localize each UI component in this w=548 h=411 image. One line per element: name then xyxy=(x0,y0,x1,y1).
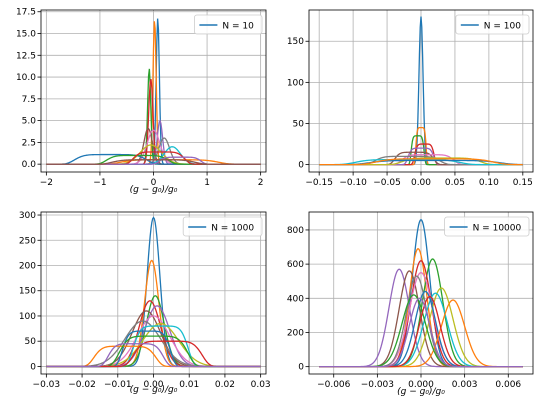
y-tick-label: 200 xyxy=(19,261,36,271)
y-tick-label: 12.5 xyxy=(16,51,36,61)
y-tick-label: 15.0 xyxy=(16,30,36,40)
x-tick-label: 0.01 xyxy=(179,380,199,390)
curves xyxy=(319,16,523,166)
x-tick-label: −1 xyxy=(93,178,106,188)
y-tick-label: 150 xyxy=(287,37,304,47)
y-tick-label: 50 xyxy=(25,337,37,347)
chart-panel-3: −0.03 −0.02 −0.01 0.00 0.01 0.02 0.03 0 50 100 150… xyxy=(19,211,271,395)
legend-label: N = 10 xyxy=(222,22,254,32)
x-tick-label: −0.15 xyxy=(305,178,333,188)
x-tick-label: 0.03 xyxy=(251,380,271,390)
legend: N = 10 xyxy=(193,14,263,35)
x-tick-label: 0.05 xyxy=(445,178,465,188)
legend-box xyxy=(182,216,263,237)
x-axis-label: (g − g₀)/g₀ xyxy=(130,385,178,395)
x-tick-label: 0.00 xyxy=(411,178,431,188)
y-tick-label: 600 xyxy=(287,260,304,270)
legend-box xyxy=(193,14,263,35)
chart-panel-1: −2 −1 0 1 2 0.0 2.5 5.0 7.5 10.0 12.5 15.0 17.5 (g − … xyxy=(16,8,267,195)
x-tick-label: −0.02 xyxy=(68,380,96,390)
y-tick-label: 400 xyxy=(287,294,304,304)
y-tick-label: 0 xyxy=(30,362,36,372)
legend-box xyxy=(444,216,530,237)
x-tick-label: −0.01 xyxy=(104,380,132,390)
x-tick-label: 0.15 xyxy=(513,178,533,188)
x-tick-label: −0.03 xyxy=(33,380,61,390)
y-tick-label: 0.0 xyxy=(22,160,37,170)
y-tick-label: 100 xyxy=(287,78,304,88)
y-tick-label: 2.5 xyxy=(22,138,36,148)
chart-panel-4: −0.006 −0.003 0.000 0.003 0.006 0 200 400 600 800… xyxy=(287,211,534,397)
x-tick-label: −0.006 xyxy=(317,380,351,390)
series-line-15 xyxy=(319,297,523,368)
curves xyxy=(319,218,523,368)
legend-label: N = 1000 xyxy=(211,224,254,234)
chart-panel-2: −0.15 −0.10 −0.05 0.00 0.05 0.10 0.15 0 50 100 150… xyxy=(287,9,534,188)
x-axis-label: (g − g₀)/g₀ xyxy=(130,185,178,195)
y-tick-label: 0 xyxy=(298,363,304,373)
legend: N = 1000 xyxy=(182,216,263,237)
legend-box xyxy=(455,14,530,35)
x-tick-label: −0.05 xyxy=(373,178,401,188)
x-tick-label: 1 xyxy=(204,178,210,188)
y-tick-label: 200 xyxy=(287,328,304,338)
curves xyxy=(46,216,261,368)
y-tick-label: 100 xyxy=(19,312,36,322)
y-tick-label: 0 xyxy=(298,161,304,171)
y-tick-label: 150 xyxy=(19,287,36,297)
y-tick-label: 10.0 xyxy=(16,73,36,83)
x-tick-label: 0.00 xyxy=(143,380,163,390)
x-tick-label: −0.10 xyxy=(339,178,367,188)
series-line-15 xyxy=(46,343,261,368)
y-tick-label: 50 xyxy=(293,119,305,129)
legend: N = 10000 xyxy=(444,216,530,237)
y-tick-label: 800 xyxy=(287,226,304,236)
y-tick-label: 250 xyxy=(19,236,36,246)
x-tick-label: 0.000 xyxy=(408,380,434,390)
x-tick-label: −0.003 xyxy=(361,380,394,390)
x-tick-label: 0.003 xyxy=(452,380,478,390)
y-tick-label: 5.0 xyxy=(22,117,37,127)
legend-label: N = 100 xyxy=(484,22,521,32)
x-tick-label: 0.006 xyxy=(495,380,521,390)
series-line-12 xyxy=(319,158,523,166)
legend: N = 100 xyxy=(455,14,530,35)
x-tick-label: 0.10 xyxy=(479,178,499,188)
y-tick-label: 17.5 xyxy=(16,8,36,18)
legend-label: N = 10000 xyxy=(473,224,522,234)
x-axis-label: (g − g₀)/g₀ xyxy=(397,387,445,397)
x-tick-label: −2 xyxy=(40,178,53,188)
curves xyxy=(46,18,261,165)
y-tick-label: 7.5 xyxy=(22,95,36,105)
y-tick-label: 300 xyxy=(19,211,36,221)
series-line-16 xyxy=(46,159,261,165)
series-line-10 xyxy=(319,159,523,166)
x-tick-label: 2 xyxy=(258,178,264,188)
x-tick-label: 0 xyxy=(151,178,157,188)
x-tick-label: 0.02 xyxy=(215,380,235,390)
